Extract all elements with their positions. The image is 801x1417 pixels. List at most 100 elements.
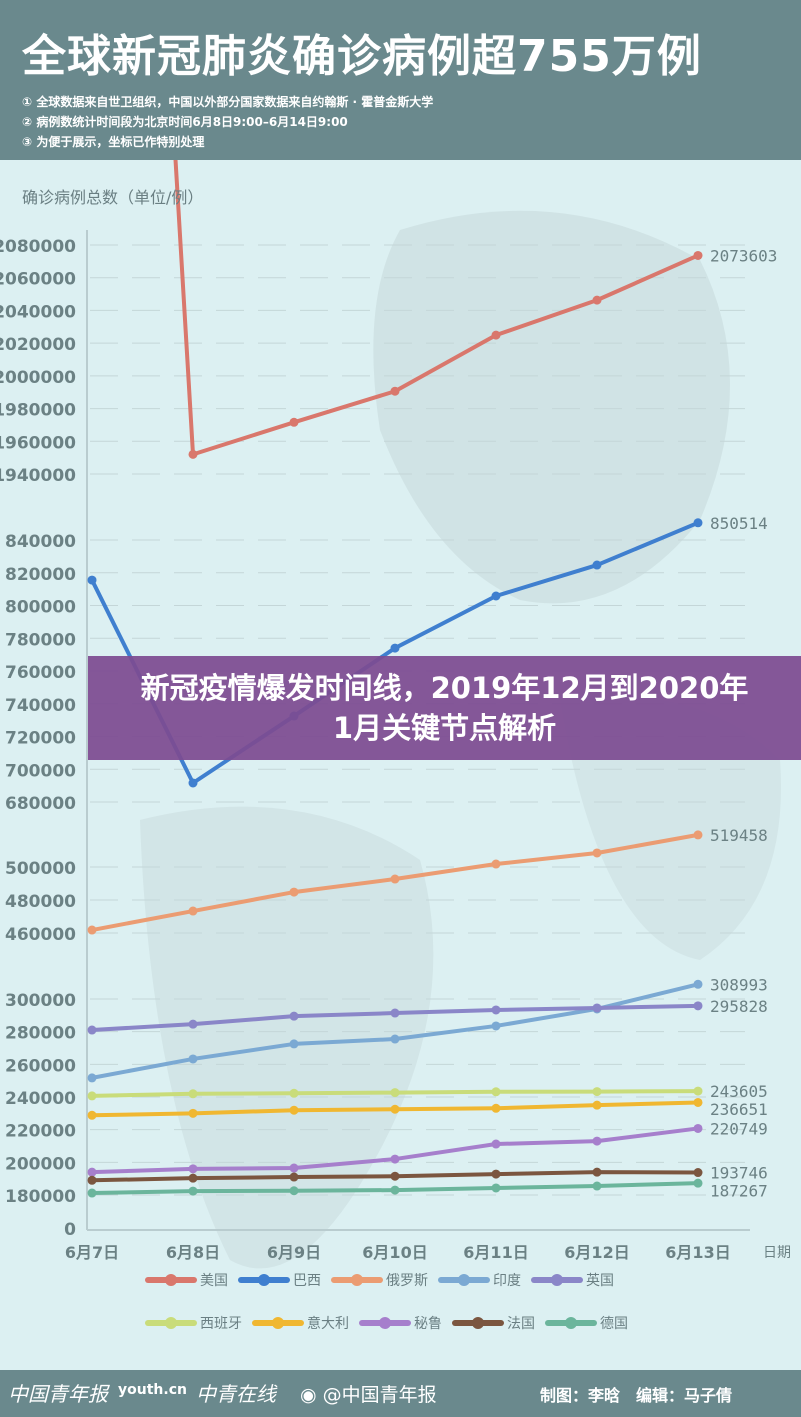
- data-point: [693, 979, 703, 989]
- end-value-label: 850514: [710, 514, 768, 533]
- y-tick-label: 260000: [5, 1056, 76, 1076]
- legend-item[interactable]: 意大利: [252, 1313, 349, 1333]
- data-point: [188, 1164, 198, 1174]
- weibo-handle: ◉ @中国青年报: [300, 1380, 437, 1407]
- data-point: [693, 1168, 703, 1178]
- note: ② 病例数统计时间段为北京时间6月8日9:00–6月14日9:00: [22, 115, 348, 129]
- legend-swatch-icon: [252, 1317, 304, 1329]
- legend-row: 西班牙 意大利 秘鲁 法国 德国: [145, 1313, 638, 1333]
- headline-line: 1月关键节点解析: [332, 711, 557, 745]
- x-tick-label: 6月7日: [65, 1243, 119, 1262]
- legend-item[interactable]: 印度: [438, 1270, 521, 1290]
- end-value-label: 220749: [710, 1119, 768, 1138]
- data-point: [289, 417, 299, 427]
- legend-label: 德国: [600, 1316, 628, 1332]
- legend-label: 西班牙: [200, 1316, 242, 1332]
- data-point: [390, 1185, 400, 1195]
- data-point: [592, 1087, 602, 1097]
- data-point: [87, 1025, 97, 1035]
- data-point: [390, 1104, 400, 1114]
- y-tick-label: 2000000: [0, 368, 76, 388]
- data-point: [592, 1136, 602, 1146]
- data-point: [188, 1089, 198, 1099]
- series-俄罗斯: 519458: [87, 826, 768, 935]
- data-point: [491, 1021, 501, 1031]
- end-value-label: 308993: [710, 975, 768, 994]
- y-tick-label: 0: [64, 1220, 76, 1240]
- data-point: [390, 1088, 400, 1098]
- y-tick-label: 1960000: [0, 433, 76, 453]
- legend-label: 意大利: [307, 1316, 349, 1332]
- y-tick-label: 2060000: [0, 270, 76, 290]
- headline-banner[interactable]: 新冠疫情爆发时间线，2019年12月到2020年 1月关键节点解析: [88, 656, 801, 760]
- data-point: [87, 1167, 97, 1177]
- legend-row: 美国 巴西 俄罗斯 印度 英国: [145, 1270, 624, 1290]
- y-tick-label: 200000: [5, 1154, 76, 1174]
- data-point: [188, 1019, 198, 1029]
- legend-swatch-icon: [145, 1274, 197, 1286]
- legend-label: 印度: [493, 1273, 521, 1289]
- x-tick-label: 6月12日: [564, 1243, 629, 1262]
- data-point: [289, 887, 299, 897]
- data-point: [390, 1034, 400, 1044]
- note: ③ 为便于展示，坐标已作特别处理: [22, 135, 205, 149]
- data-point: [188, 778, 198, 788]
- y-tick-label: 2040000: [0, 302, 76, 322]
- data-point: [491, 1183, 501, 1193]
- y-tick-label: 2080000: [0, 237, 76, 257]
- y-tick-label: 480000: [5, 892, 76, 912]
- data-point: [390, 874, 400, 884]
- credits: 制图：李晗 编辑：马子倩: [540, 1386, 733, 1405]
- legend-item[interactable]: 德国: [545, 1313, 628, 1333]
- data-point: [87, 1188, 97, 1198]
- y-tick-label: 180000: [5, 1187, 76, 1207]
- x-tick-label: 6月8日: [166, 1243, 220, 1262]
- x-tick-label: 6月9日: [267, 1243, 321, 1262]
- legend-swatch-icon: [438, 1274, 490, 1286]
- data-point: [592, 1100, 602, 1110]
- legend-swatch-icon: [145, 1317, 197, 1329]
- notes: ① 全球数据来自世卫组织，中国以外部分国家数据来自约翰斯 · 霍普金斯大学 ② …: [22, 92, 433, 152]
- series-line: [91, 1126, 699, 1175]
- legend-label: 法国: [507, 1316, 535, 1332]
- data-point: [693, 250, 703, 260]
- legend-label: 俄罗斯: [386, 1273, 428, 1289]
- data-point: [188, 449, 198, 459]
- note: ① 全球数据来自世卫组织，中国以外部分国家数据来自约翰斯 · 霍普金斯大学: [22, 95, 434, 109]
- legend-swatch-icon: [531, 1274, 583, 1286]
- y-tick-label: 460000: [5, 925, 76, 945]
- page-title: 全球新冠肺炎确诊病例超755万例: [22, 31, 702, 82]
- data-point: [390, 643, 400, 653]
- legend-label: 秘鲁: [414, 1316, 442, 1332]
- data-point: [693, 1086, 703, 1096]
- legend-swatch-icon: [331, 1274, 383, 1286]
- data-point: [289, 1011, 299, 1021]
- data-point: [693, 830, 703, 840]
- legend-item[interactable]: 俄罗斯: [331, 1270, 428, 1290]
- y-tick-label: 240000: [5, 1089, 76, 1109]
- headline-line: 新冠疫情爆发时间线，2019年12月到2020年: [140, 671, 749, 705]
- data-point: [693, 518, 703, 528]
- data-point: [87, 1073, 97, 1083]
- x-axis-label: 日期: [763, 1245, 791, 1261]
- legend-item[interactable]: 法国: [452, 1313, 535, 1333]
- legend-item[interactable]: 西班牙: [145, 1313, 242, 1333]
- legend-swatch-icon: [359, 1317, 411, 1329]
- end-value-label: 187267: [710, 1182, 768, 1201]
- series-西班牙: 243605: [87, 1082, 768, 1101]
- y-tick-label: 840000: [5, 532, 76, 552]
- logo-zqzx: 中青在线: [196, 1382, 276, 1406]
- legend-label: 英国: [586, 1273, 614, 1289]
- legend-item[interactable]: 巴西: [238, 1270, 321, 1290]
- data-point: [188, 1054, 198, 1064]
- data-point: [188, 906, 198, 916]
- legend-item[interactable]: 英国: [531, 1270, 614, 1290]
- legend-label: 美国: [200, 1273, 228, 1289]
- logo-youth: youth.cn: [118, 1382, 187, 1398]
- end-value-label: 243605: [710, 1082, 768, 1101]
- legend-item[interactable]: 秘鲁: [359, 1313, 442, 1333]
- y-tick-label: 2020000: [0, 335, 76, 355]
- y-tick-label: 280000: [5, 1024, 76, 1044]
- legend-item[interactable]: 美国: [145, 1270, 228, 1290]
